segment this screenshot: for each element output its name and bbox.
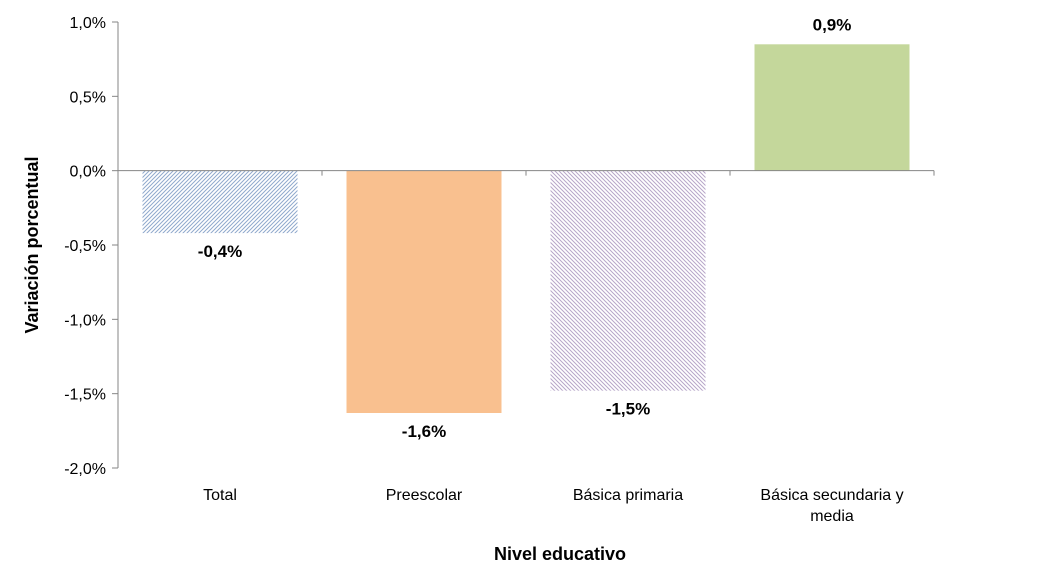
y-axis-title: Variación porcentual <box>22 156 42 333</box>
data-label-3: -1,5% <box>606 400 650 419</box>
data-label-4: 0,9% <box>813 15 852 34</box>
x-category-label: Básica secundaria y media <box>760 487 903 525</box>
x-categories-group: Total Preescolar Básica primaria Básica sec… <box>203 487 903 525</box>
x-category-label: Total <box>203 487 237 504</box>
y-tick-label: -1,5% <box>64 387 106 404</box>
y-tick-label: -0,5% <box>64 238 106 255</box>
x-category-label: Básica primaria <box>573 487 683 504</box>
x-category-label: Preescolar <box>386 487 463 504</box>
bar-3 <box>550 170 706 391</box>
y-tick-label: 1,0% <box>70 15 106 32</box>
x-axis-title: Nivel educativo <box>494 544 626 564</box>
data-label-1: -0,4% <box>198 242 242 261</box>
y-tick-label: -1,0% <box>64 312 106 329</box>
data-label-2: -1,6% <box>402 422 446 441</box>
bar-1 <box>142 170 298 234</box>
bar-2 <box>346 170 502 413</box>
bars-group <box>142 44 910 413</box>
y-tick-label: -2,0% <box>64 461 106 478</box>
data-labels-group: -0,4% -1,6% -1,5% 0,9% <box>198 15 852 441</box>
y-tick-label: 0,5% <box>70 89 106 106</box>
y-ticks-group: 1,0% 0,5% 0,0% -0,5% -1,0% -1,5% -2,0% <box>64 15 118 478</box>
y-tick-label: 0,0% <box>70 164 106 181</box>
bar-4 <box>754 44 910 171</box>
